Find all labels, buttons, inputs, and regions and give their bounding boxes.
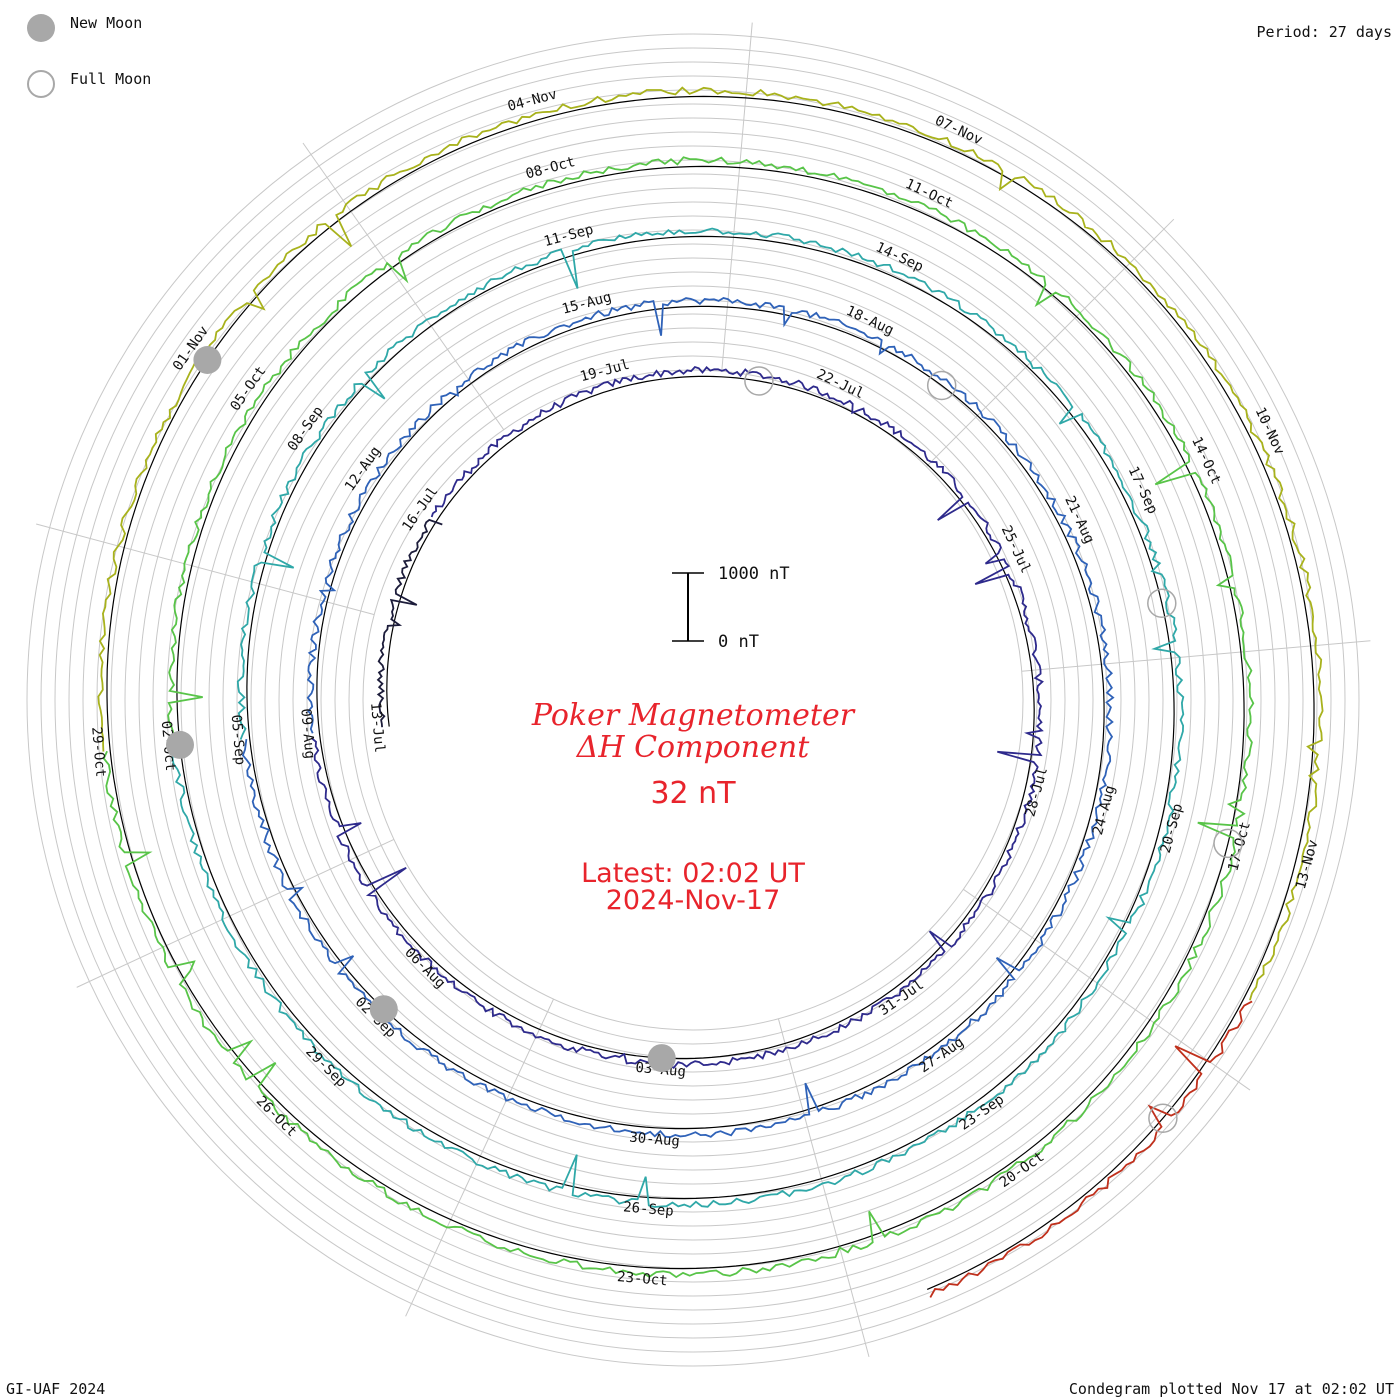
grid-ring xyxy=(26,33,1360,1367)
series-line-1 xyxy=(376,518,443,728)
full-moon-marker xyxy=(744,366,774,396)
date-label: 25-Jul xyxy=(998,523,1034,576)
grid-ring xyxy=(348,355,1038,1045)
new-moon-icon xyxy=(27,14,55,42)
new-moon-label: New Moon xyxy=(70,14,143,32)
new-moon-marker xyxy=(193,346,222,374)
grid-rings xyxy=(26,33,1360,1367)
scale-bottom-label: 0 nT xyxy=(718,632,759,652)
day-spokes xyxy=(36,22,1371,1357)
grid-ring xyxy=(222,229,1164,1171)
date-label: 29-Oct xyxy=(88,726,108,778)
grid-ring xyxy=(68,75,1318,1325)
grid-ring xyxy=(250,257,1136,1143)
date-label: 08-Sep xyxy=(285,404,327,455)
date-label: 13-Jul xyxy=(367,702,387,754)
grid-ring xyxy=(166,173,1220,1227)
scale-bar: 1000 nT 0 nT xyxy=(672,564,790,652)
grid-spoke xyxy=(963,888,1251,1091)
new-moon-marker xyxy=(166,730,194,759)
date-label: 10-Nov xyxy=(1252,405,1288,458)
zero-baseline xyxy=(106,95,1315,1290)
new-moon-marker xyxy=(369,995,398,1024)
grid-spoke xyxy=(925,218,1175,468)
grid-spoke xyxy=(302,142,505,430)
series-line-6 xyxy=(97,86,1324,1001)
date-label: 07-Nov xyxy=(932,113,985,149)
grid-ring xyxy=(110,117,1276,1283)
current-value: 32 nT xyxy=(650,776,736,811)
date-label: 18-Aug xyxy=(843,303,896,339)
grid-ring xyxy=(278,285,1108,1115)
date-label: 14-Oct xyxy=(1188,434,1224,487)
grid-ring xyxy=(236,243,1150,1157)
date-label: 21-Aug xyxy=(1061,494,1097,547)
new-moon-marker xyxy=(647,1044,676,1073)
series-line-3 xyxy=(241,297,1115,1139)
grid-spoke xyxy=(1021,640,1371,672)
full-moon-marker xyxy=(1147,588,1177,618)
full-moon-marker xyxy=(926,370,957,401)
grid-spoke xyxy=(36,523,375,616)
date-label: 22-Jul xyxy=(814,366,867,402)
grid-ring xyxy=(82,89,1304,1311)
grid-ring xyxy=(54,61,1332,1339)
date-label: 26-Sep xyxy=(623,1199,675,1219)
grid-ring xyxy=(320,327,1066,1073)
series-line-7 xyxy=(929,1000,1253,1298)
grid-ring xyxy=(40,47,1346,1353)
chart-title: Poker Magnetometer xyxy=(531,698,855,733)
grid-spoke xyxy=(721,22,753,372)
grid-spoke xyxy=(76,839,395,988)
grid-spoke xyxy=(777,1018,870,1357)
date-label: 09-Aug xyxy=(297,708,317,760)
chart-subtitle: ΔH Component xyxy=(576,730,810,765)
grid-ring xyxy=(96,103,1290,1297)
grid-spoke xyxy=(405,998,554,1317)
grid-ring xyxy=(208,215,1178,1185)
series-traces xyxy=(97,86,1324,1298)
date-label: 17-Sep xyxy=(1125,464,1161,517)
latest-time: Latest: 02:02 UT xyxy=(581,858,805,889)
date-label: 30-Aug xyxy=(629,1130,681,1150)
latest-date: 2024-Nov-17 xyxy=(605,885,781,916)
full-moon-label: Full Moon xyxy=(70,70,152,88)
series-line-2 xyxy=(310,365,1044,1069)
date-label: 19-Jul xyxy=(578,357,631,386)
footer-credit: GI-UAF 2024 xyxy=(6,1380,106,1398)
full-moon-marker xyxy=(1213,828,1243,859)
full-moon-icon xyxy=(27,70,55,98)
zero-baselines xyxy=(106,95,1315,1290)
grid-ring xyxy=(138,145,1248,1255)
date-label: 05-Sep xyxy=(228,714,248,766)
full-moon-marker xyxy=(1148,1103,1178,1133)
date-label: 23-Oct xyxy=(616,1269,668,1289)
moon-phase-markers xyxy=(166,346,1243,1133)
footer-plot-time: Condegram plotted Nov 17 at 02:02 UT xyxy=(1068,1380,1394,1398)
scale-top-label: 1000 nT xyxy=(718,564,790,584)
series-line-5 xyxy=(102,156,1255,1279)
grid-ring xyxy=(306,313,1080,1087)
series-line-4 xyxy=(170,227,1185,1209)
period-label: Period: 27 days xyxy=(1256,23,1392,41)
date-label: 04-Nov xyxy=(506,86,559,115)
date-label: 11-Oct xyxy=(903,176,956,212)
date-label: 15-Aug xyxy=(560,289,613,318)
date-label: 14-Sep xyxy=(873,239,926,275)
